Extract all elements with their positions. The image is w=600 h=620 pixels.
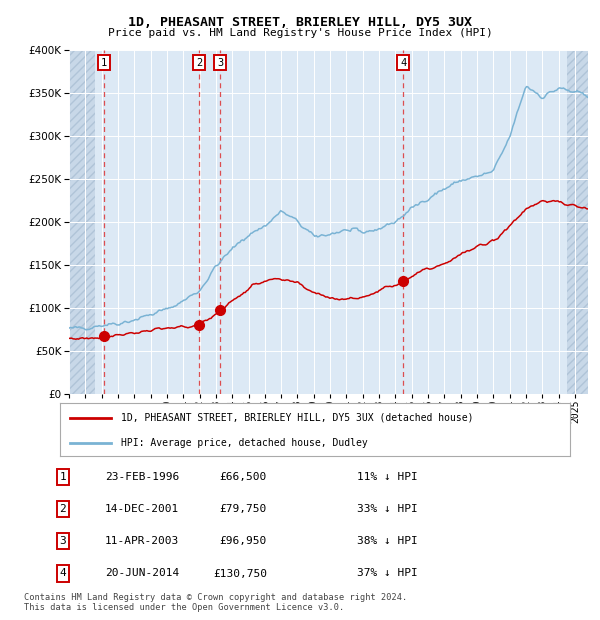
Text: 23-FEB-1996: 23-FEB-1996 [105, 472, 179, 482]
Text: 3: 3 [59, 536, 67, 546]
Text: 2: 2 [59, 504, 67, 514]
Text: 4: 4 [59, 569, 67, 578]
Text: Contains HM Land Registry data © Crown copyright and database right 2024.
This d: Contains HM Land Registry data © Crown c… [24, 593, 407, 612]
Text: 33% ↓ HPI: 33% ↓ HPI [357, 504, 418, 514]
Text: 1: 1 [59, 472, 67, 482]
Text: £96,950: £96,950 [220, 536, 267, 546]
Text: 1D, PHEASANT STREET, BRIERLEY HILL, DY5 3UX: 1D, PHEASANT STREET, BRIERLEY HILL, DY5 … [128, 16, 472, 29]
Text: £130,750: £130,750 [213, 569, 267, 578]
Text: 1D, PHEASANT STREET, BRIERLEY HILL, DY5 3UX (detached house): 1D, PHEASANT STREET, BRIERLEY HILL, DY5 … [121, 413, 474, 423]
Text: 11% ↓ HPI: 11% ↓ HPI [357, 472, 418, 482]
Text: 20-JUN-2014: 20-JUN-2014 [105, 569, 179, 578]
Text: 14-DEC-2001: 14-DEC-2001 [105, 504, 179, 514]
Text: 38% ↓ HPI: 38% ↓ HPI [357, 536, 418, 546]
Text: £79,750: £79,750 [220, 504, 267, 514]
Text: 37% ↓ HPI: 37% ↓ HPI [357, 569, 418, 578]
Text: 4: 4 [400, 58, 406, 68]
Text: 3: 3 [217, 58, 224, 68]
Text: Price paid vs. HM Land Registry's House Price Index (HPI): Price paid vs. HM Land Registry's House … [107, 28, 493, 38]
Text: £66,500: £66,500 [220, 472, 267, 482]
Text: 1: 1 [101, 58, 107, 68]
Text: 11-APR-2003: 11-APR-2003 [105, 536, 179, 546]
Text: HPI: Average price, detached house, Dudley: HPI: Average price, detached house, Dudl… [121, 438, 368, 448]
Bar [69, 50, 95, 394]
Bar [567, 50, 599, 394]
Text: 2: 2 [196, 58, 202, 68]
